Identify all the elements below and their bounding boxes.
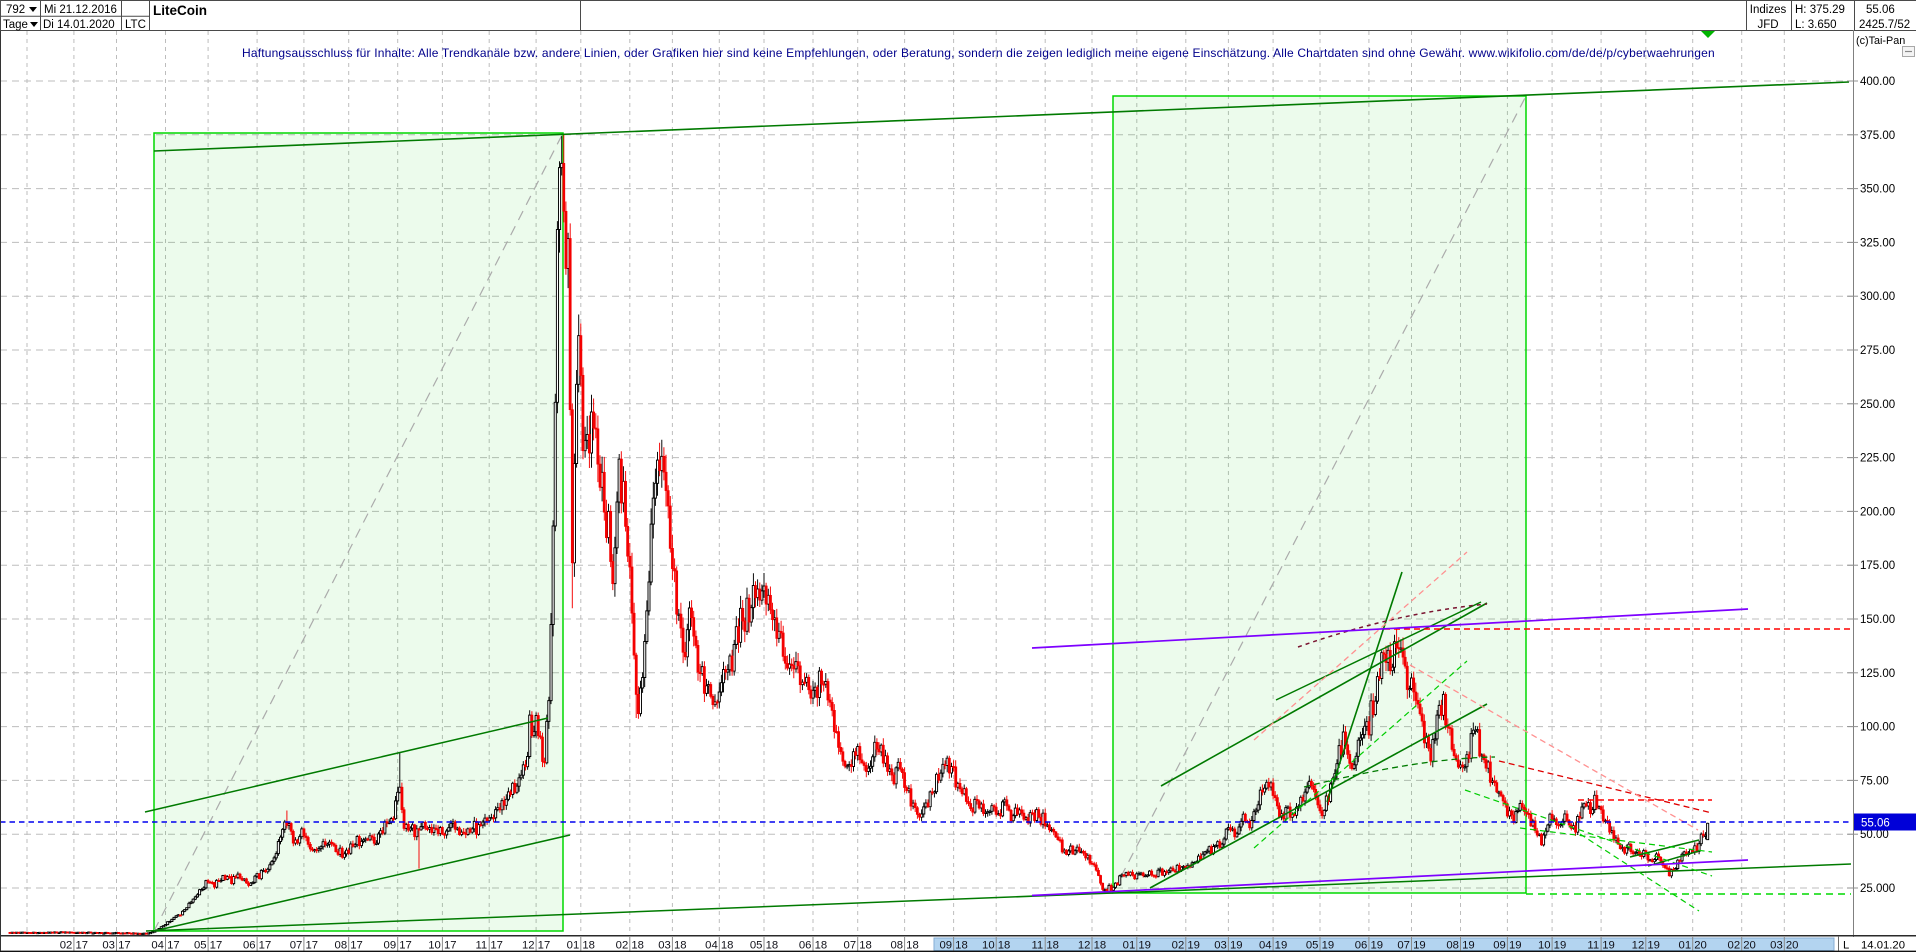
svg-text:325.00: 325.00 (1860, 237, 1895, 249)
svg-text:225.00: 225.00 (1860, 453, 1895, 465)
svg-text:H: 375.29: H: 375.29 (1795, 4, 1845, 16)
svg-text:400.00: 400.00 (1860, 76, 1895, 88)
svg-text:125.00: 125.00 (1860, 668, 1895, 680)
svg-text:Di 14.01.2020: Di 14.01.2020 (43, 19, 115, 31)
svg-text:14.01.20: 14.01.20 (1861, 940, 1905, 952)
svg-text:200.00: 200.00 (1860, 506, 1895, 518)
svg-text:150.00: 150.00 (1860, 614, 1895, 626)
svg-text:JFD: JFD (1757, 19, 1778, 31)
svg-text:(c)Tai-Pan: (c)Tai-Pan (1856, 35, 1905, 47)
svg-text:25.000: 25.000 (1860, 883, 1895, 895)
svg-text:55.06: 55.06 (1861, 818, 1890, 830)
svg-text:Indizes: Indizes (1750, 4, 1787, 16)
svg-text:Tage: Tage (3, 19, 28, 31)
svg-text:L: 3.650: L: 3.650 (1795, 19, 1837, 31)
svg-text:375.00: 375.00 (1860, 130, 1895, 142)
svg-text:75.00: 75.00 (1860, 775, 1889, 787)
svg-text:350.00: 350.00 (1860, 184, 1895, 196)
svg-text:100.00: 100.00 (1860, 722, 1895, 734)
svg-text:Haftungsausschluss für Inhalte: Haftungsausschluss für Inhalte: Alle Tre… (242, 46, 1715, 60)
svg-text:250.00: 250.00 (1860, 399, 1895, 411)
svg-text:175.00: 175.00 (1860, 560, 1895, 572)
svg-text:300.00: 300.00 (1860, 291, 1895, 303)
svg-text:50.00: 50.00 (1860, 829, 1889, 841)
svg-text:275.00: 275.00 (1860, 345, 1895, 357)
svg-text:792: 792 (6, 4, 25, 16)
svg-text:2425.7/52: 2425.7/52 (1859, 19, 1910, 31)
svg-text:LiteCoin: LiteCoin (153, 3, 207, 18)
svg-text:Mi 21.12.2016: Mi 21.12.2016 (44, 4, 117, 16)
svg-text:55.06: 55.06 (1866, 4, 1895, 16)
svg-text:L: L (1843, 940, 1849, 952)
svg-text:LTC: LTC (125, 19, 146, 31)
